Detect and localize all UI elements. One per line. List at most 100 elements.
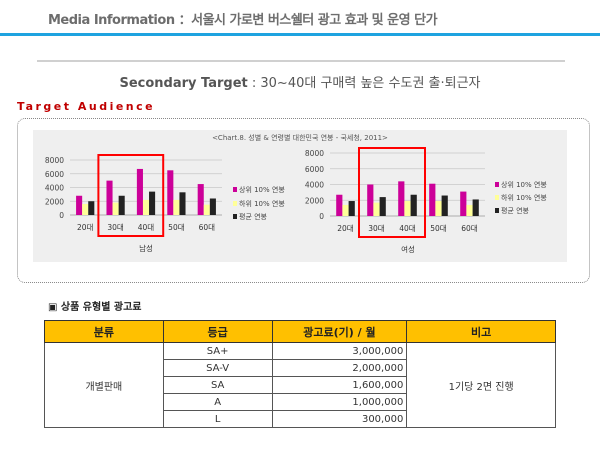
bar-하위10%연봉 xyxy=(342,204,349,216)
grade-cell: L xyxy=(162,410,273,428)
bar-평균연봉 xyxy=(379,197,386,216)
bar-평균연봉 xyxy=(441,195,448,216)
price-cell: 1,000,000 xyxy=(271,393,408,411)
bar-평균연봉 xyxy=(209,198,216,215)
y-tick-label: 4000 xyxy=(45,184,64,193)
x-tick-label: 60대 xyxy=(199,223,216,232)
legend-swatch xyxy=(233,214,237,219)
grade-cell: SA+ xyxy=(162,342,273,360)
x-tick-label: 50대 xyxy=(168,223,185,232)
legend-swatch xyxy=(495,182,499,187)
bar-하위10%연봉 xyxy=(373,202,380,216)
bar-하위10%연봉 xyxy=(203,204,210,215)
bar-하위10%연봉 xyxy=(142,199,150,215)
price-cell: 2,000,000 xyxy=(271,359,408,377)
bar-상위10%연봉 xyxy=(76,195,83,215)
bar-상위10%연봉 xyxy=(336,194,343,216)
x-tick-label: 20대 xyxy=(337,224,354,233)
bar-하위10%연봉 xyxy=(466,204,473,216)
legend-label: 하위 10% 연봉 xyxy=(501,193,547,202)
x-tick-label: 40대 xyxy=(138,223,155,232)
chart-caption: <Chart.8. 성별 & 연령별 대한민국 연봉 - 국세청, 2011> xyxy=(212,133,388,142)
bar-하위10%연봉 xyxy=(435,201,442,216)
bar-평균연봉 xyxy=(179,192,186,215)
legend-label: 하위 10% 연봉 xyxy=(239,199,285,208)
bar-상위10%연봉 xyxy=(460,191,467,216)
y-tick-label: 2000 xyxy=(45,197,64,206)
bar-하위10%연봉 xyxy=(404,201,411,216)
x-tick-label: 40대 xyxy=(399,224,416,233)
bar-상위10%연봉 xyxy=(429,183,436,216)
bar-평균연봉 xyxy=(88,201,95,215)
salary-charts: <Chart.8. 성별 & 연령별 대한민국 연봉 - 국세청, 2011> … xyxy=(45,133,547,254)
table-header-row: 분류 등급 광고료(기) / 월 비고 xyxy=(44,320,556,343)
bar-하위10%연봉 xyxy=(112,202,119,215)
grade-cell: SA xyxy=(162,376,273,394)
x-axis-label: 남성 xyxy=(139,244,153,253)
header-note: 비고 xyxy=(406,320,556,343)
bar-상위10%연봉 xyxy=(197,184,204,215)
y-tick-label: 6000 xyxy=(45,170,64,179)
y-tick-label: 8000 xyxy=(45,156,64,165)
legend-swatch xyxy=(233,187,237,192)
table-title: ▣ 상품 유형별 광고료 xyxy=(48,302,142,313)
grade-cell: SA-V xyxy=(162,359,273,377)
price-cell: 3,000,000 xyxy=(271,342,408,360)
header-divider xyxy=(0,33,600,36)
category-cell: 개별판매 xyxy=(44,342,164,428)
x-tick-label: 50대 xyxy=(430,224,447,233)
section-title: Target Audience xyxy=(17,100,156,113)
bar-평균연봉 xyxy=(149,191,156,215)
price-cell: 300,000 xyxy=(271,410,408,428)
bar-평균연봉 xyxy=(118,195,125,215)
grade-cell: A xyxy=(162,393,273,411)
x-tick-label: 60대 xyxy=(461,224,478,233)
table-row: 개별판매 SA+ 3,000,000 1기당 2면 진행 xyxy=(44,342,556,428)
x-tick-label: 30대 xyxy=(368,224,385,233)
secondary-target-text: : 30~40대 구매력 높은 수도권 출·퇴근자 xyxy=(247,76,481,91)
header-price: 광고료(기) / 월 xyxy=(271,320,408,343)
y-tick-label: 4000 xyxy=(305,181,324,190)
y-tick-label: 0 xyxy=(319,212,324,221)
price-table: 분류 등급 광고료(기) / 월 비고 개별판매 SA+ 3,000,000 1… xyxy=(44,320,556,428)
target-audience-box xyxy=(17,118,590,283)
secondary-target: Secondary Target : 30~40대 구매력 높은 수도권 출·퇴… xyxy=(0,72,600,91)
bar-하위10%연봉 xyxy=(82,204,89,215)
y-tick-label: 6000 xyxy=(305,165,324,174)
highlight-box xyxy=(358,147,426,238)
legend-swatch xyxy=(233,201,237,206)
bar-상위10%연봉 xyxy=(106,180,113,215)
y-tick-label: 8000 xyxy=(305,149,324,158)
bar-상위10%연봉 xyxy=(167,170,174,215)
header-grade: 등급 xyxy=(162,320,273,343)
bar-평균연봉 xyxy=(348,201,355,216)
bar-평균연봉 xyxy=(410,194,417,216)
highlight-box xyxy=(97,154,165,237)
header-category: 분류 xyxy=(44,320,164,343)
secondary-target-label: Secondary Target xyxy=(119,76,248,91)
legend-label: 평균 연봉 xyxy=(501,206,530,215)
price-cell: 1,600,000 xyxy=(271,376,408,394)
table-row: SA-V 2,000,000 xyxy=(45,359,556,377)
legend-swatch xyxy=(495,208,499,213)
legend-label: 평균 연봉 xyxy=(239,212,268,221)
bar-상위10%연봉 xyxy=(367,184,374,216)
bar-평균연봉 xyxy=(472,199,479,216)
table-row: SA 1,600,000 xyxy=(45,376,556,394)
y-tick-label: 0 xyxy=(59,211,64,220)
section-divider xyxy=(37,60,565,62)
note-cell: 1기당 2면 진행 xyxy=(406,342,556,428)
y-tick-label: 2000 xyxy=(305,196,324,205)
x-tick-label: 20대 xyxy=(77,223,94,232)
legend-label: 상위 10% 연봉 xyxy=(239,185,285,194)
legend-swatch xyxy=(495,195,499,200)
table-row: L 300,000 xyxy=(45,410,556,428)
bar-상위10%연봉 xyxy=(136,168,143,215)
x-axis-label: 여성 xyxy=(401,244,415,254)
x-tick-label: 30대 xyxy=(107,223,124,232)
legend-label: 상위 10% 연봉 xyxy=(501,180,547,189)
bar-하위10%연봉 xyxy=(173,199,180,215)
table-row: A 1,000,000 xyxy=(45,393,556,411)
page-header-title: Media Information ：서울시 가로변 버스쉘터 광고 효과 및 … xyxy=(48,13,438,28)
bar-상위10%연봉 xyxy=(398,181,405,216)
